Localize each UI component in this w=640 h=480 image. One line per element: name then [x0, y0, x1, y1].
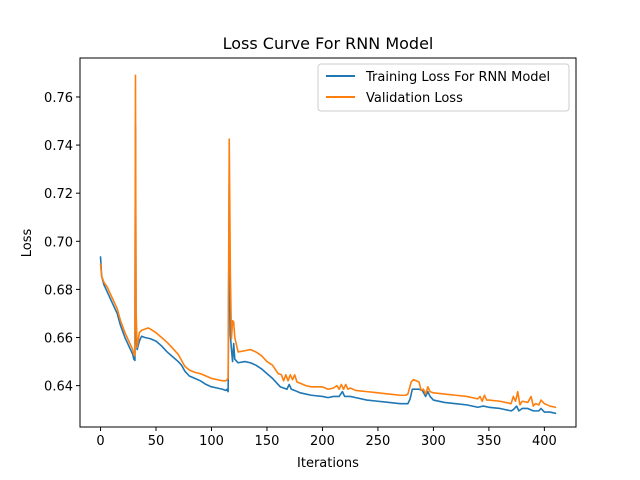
y-tick-label: 0.64: [44, 380, 73, 395]
legend-label-validation-loss: Validation Loss: [366, 91, 463, 106]
legend: Training Loss For RNN Model Validation L…: [317, 63, 570, 112]
legend-frame: [317, 63, 570, 112]
x-axis-ticks: 0 50 100 150 200 250 300 350 400: [96, 427, 557, 449]
x-tick-label: 300: [421, 434, 446, 449]
y-tick-label: 0.74: [44, 139, 73, 154]
chart-title: Loss Curve For RNN Model: [223, 34, 434, 53]
training-loss-line: [99, 126, 557, 415]
y-tick-label: 0.66: [44, 332, 73, 347]
x-axis-label: Iterations: [297, 456, 359, 471]
x-tick-label: 250: [366, 434, 391, 449]
x-tick-label: 0: [96, 434, 104, 449]
legend-label-training-loss: Training Loss For RNN Model: [365, 70, 550, 85]
y-axis-label: Loss: [20, 229, 35, 258]
validation-loss-line: [99, 74, 557, 409]
series-lines: [99, 74, 557, 415]
y-axis-ticks: 0.64 0.66 0.68 0.70 0.72 0.74 0.76: [44, 91, 80, 395]
y-tick-label: 0.76: [44, 91, 73, 106]
x-tick-label: 150: [255, 434, 280, 449]
x-tick-label: 350: [476, 434, 501, 449]
x-tick-label: 100: [199, 434, 224, 449]
x-tick-label: 50: [148, 434, 165, 449]
y-tick-label: 0.72: [44, 187, 73, 202]
x-tick-label: 400: [532, 434, 557, 449]
x-tick-label: 200: [310, 434, 335, 449]
plot-area-frame: [79, 57, 577, 428]
y-tick-label: 0.70: [44, 235, 73, 250]
y-tick-label: 0.68: [44, 283, 73, 298]
